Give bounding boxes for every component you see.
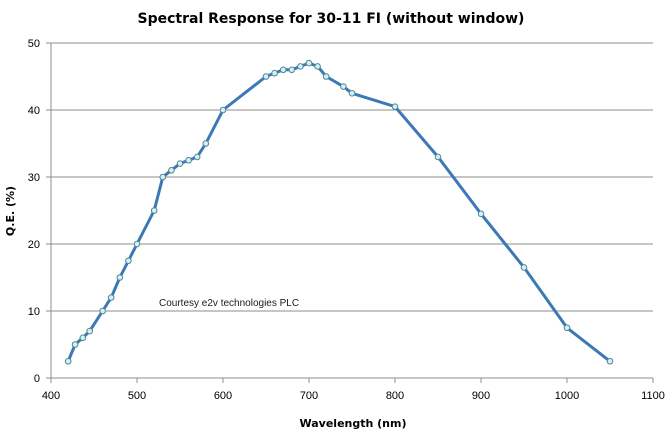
data-point [434,153,442,161]
data-point [348,89,356,97]
x-axis-label: Wavelength (nm) [300,417,407,430]
y-tick-label: 30 [28,172,40,184]
data-point [314,63,321,70]
data-point [606,357,614,365]
y-tick-label: 40 [28,105,40,117]
data-point [271,69,278,77]
data-point [340,83,347,90]
data-point [64,357,72,365]
data-point [202,140,210,147]
data-point [107,294,115,301]
series-line [66,61,611,363]
courtesy-annotation: Courtesy e2v technologies PLC [159,298,299,309]
data-point [219,106,227,114]
data-point [159,173,167,181]
data-point [288,66,296,74]
data-point [563,324,571,332]
data-point [262,73,270,80]
y-tick-label: 50 [28,38,40,50]
data-point [79,334,87,342]
data-point [391,103,399,110]
x-tick-label: 900 [472,390,490,402]
x-tick-label: 400 [42,390,60,402]
data-point [150,207,158,214]
axes [46,42,654,383]
data-point [185,156,192,164]
data-point [125,257,132,265]
x-tick-label: 1100 [641,390,665,402]
series [64,59,614,365]
x-tick-label: 700 [300,390,318,402]
data-point [133,240,141,248]
y-axis-label: Q.E. (%) [4,186,17,236]
grid [51,42,653,312]
y-tick-label: 0 [34,373,40,385]
data-point [193,153,201,161]
x-tick-label: 1000 [555,390,579,402]
data-point [297,63,304,70]
tick-labels: 0 10 20 30 40 50 400 500 600 700 800 900 1000 1100 [28,38,665,402]
x-tick-label: 800 [386,390,404,402]
data-point [305,59,313,67]
chart-title: Spectral Response for 30-11 FI (without … [138,11,525,27]
data-point [86,327,93,335]
y-tick-label: 20 [28,239,40,251]
data-point [71,341,79,348]
data-point [477,210,485,218]
data-point [168,167,175,174]
data-point [99,307,106,315]
data-point [279,66,287,74]
data-point [116,274,124,281]
data-point [322,73,330,80]
x-tick-label: 500 [128,390,146,402]
data-point [520,264,528,271]
x-tick-label: 600 [214,390,232,402]
data-point [176,160,184,167]
y-tick-label: 10 [28,306,40,318]
